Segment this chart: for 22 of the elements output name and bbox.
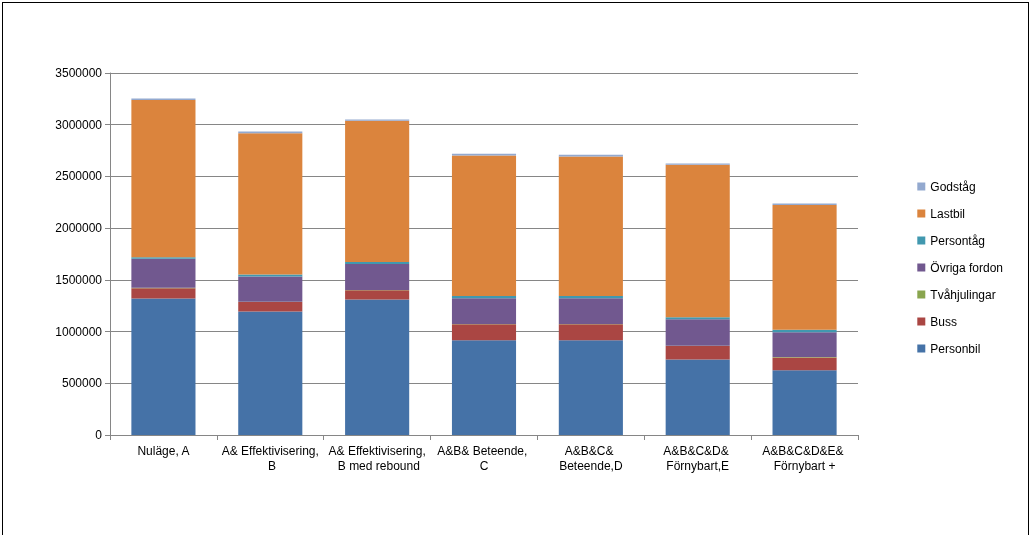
y-tick-label: 3500000 (55, 66, 103, 80)
y-tick-label: 0 (95, 428, 103, 442)
y-tick-label: 1500000 (55, 272, 103, 287)
x-tick-label: A&B&C&D&E& Förnybart + (762, 443, 847, 473)
legend-label: Buss (930, 314, 957, 329)
y-tick-label: 3000000 (55, 117, 103, 132)
x-tick-label: A& Effektivisering, B med rebound (328, 443, 426, 473)
y-tick-label: 2500000 (55, 169, 103, 184)
x-tick-label: A&B&C&D& Förnybart,E (663, 443, 733, 473)
y-tick-label: 2000000 (55, 221, 103, 236)
legend-label: Övriga fordon (930, 260, 1003, 275)
y-tick-label: 500000 (61, 376, 103, 391)
legend-label: Lastbil (930, 206, 965, 221)
x-tick-label: A&B&C& Beteende,D (559, 443, 623, 473)
x-tick-label: A& Effektivisering, B (221, 443, 319, 473)
legend-label: Godståg (930, 179, 976, 194)
legend-label: Tvåhjulingar (930, 287, 996, 302)
x-tick-label: A&B& Beteende, C (437, 443, 531, 473)
y-tick-label: 1000000 (55, 324, 103, 339)
legend-label: Personbil (930, 341, 981, 356)
x-tick-label: Nuläge, A (137, 443, 190, 458)
legend-label: Persontåg (930, 233, 985, 248)
